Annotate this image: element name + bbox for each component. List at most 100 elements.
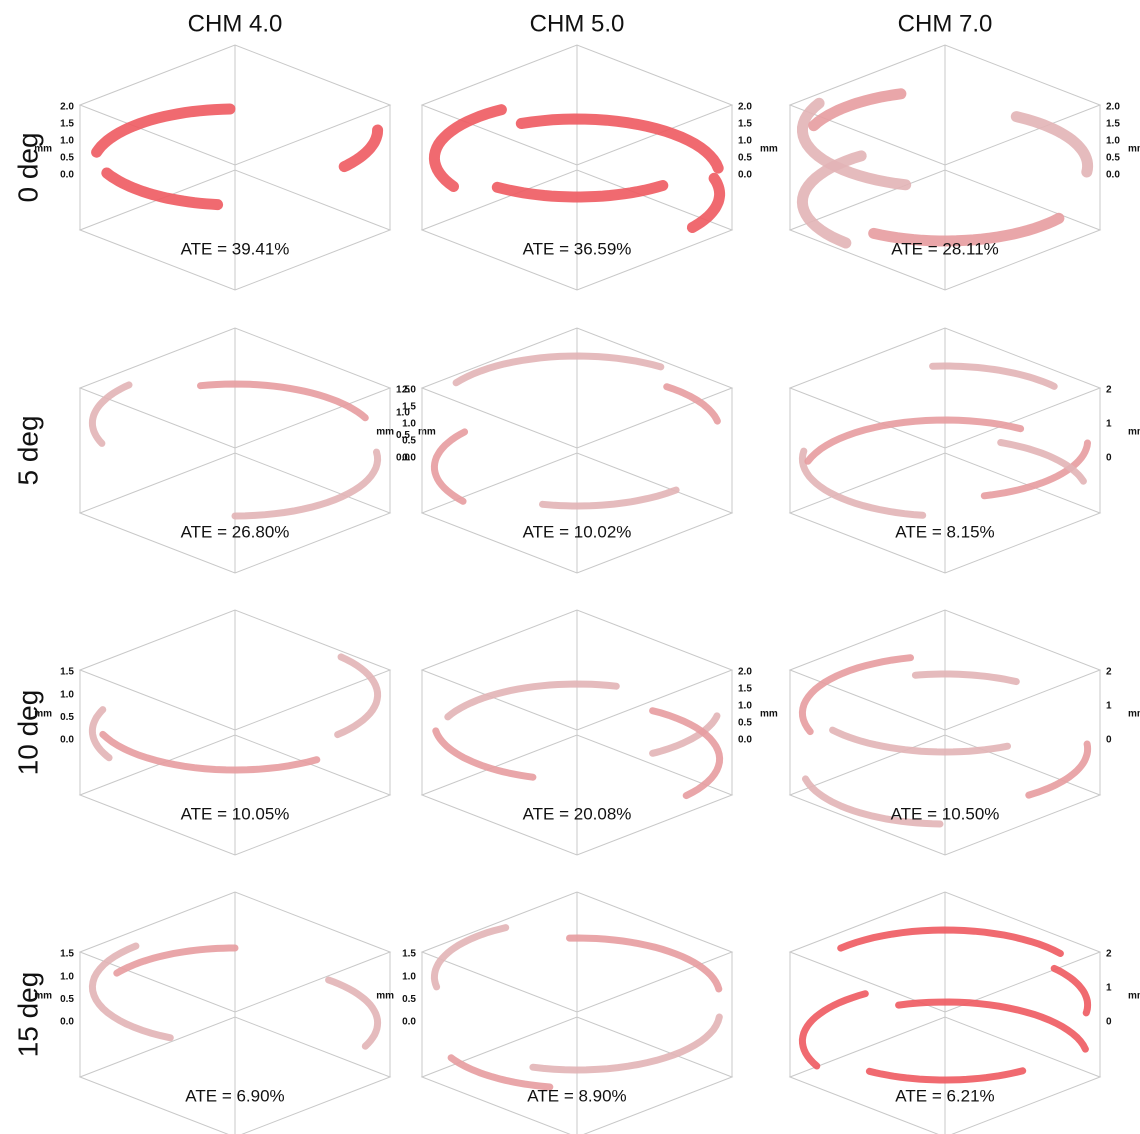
ate-label: ATE = 20.08% xyxy=(523,804,632,823)
z-tick-label: 2 xyxy=(1106,667,1112,678)
printed-band xyxy=(933,366,1055,386)
ate-label: ATE = 8.90% xyxy=(527,1086,626,1105)
z-tick-label: 0.0 xyxy=(60,1017,74,1028)
z-axis-unit: mm xyxy=(376,427,394,438)
printed-band xyxy=(92,385,129,444)
ate-label: ATE = 26.80% xyxy=(181,522,290,541)
ate-label: ATE = 6.90% xyxy=(185,1086,284,1105)
printed-band xyxy=(808,420,1021,461)
z-axis-unit: mm xyxy=(376,991,394,1002)
printed-band xyxy=(692,178,719,227)
printed-band xyxy=(497,186,663,198)
printed-band xyxy=(434,928,505,987)
z-tick-label: 0 xyxy=(1106,1017,1112,1028)
z-axis-unit: mm xyxy=(34,144,52,155)
z-tick-label: 2.0 xyxy=(738,102,752,113)
z-tick-label: 0.0 xyxy=(60,735,74,746)
ate-label: ATE = 10.05% xyxy=(181,804,290,823)
printed-band xyxy=(434,110,501,187)
z-tick-label: 0.5 xyxy=(1106,153,1120,164)
z-axis-unit: mm xyxy=(1128,427,1140,438)
printed-band xyxy=(103,734,317,770)
ate-label: ATE = 8.15% xyxy=(895,522,994,541)
z-tick-label: 1 xyxy=(1106,983,1112,994)
z-tick-label: 0.5 xyxy=(402,436,416,447)
printed-band xyxy=(1029,744,1088,795)
z-axis-unit: mm xyxy=(760,709,778,720)
z-tick-label: 0.0 xyxy=(738,170,752,181)
z-tick-label: 1.5 xyxy=(60,667,74,678)
z-tick-label: 1.5 xyxy=(402,949,416,960)
z-tick-label: 0.5 xyxy=(60,712,74,723)
printed-band xyxy=(814,94,901,126)
printed-band xyxy=(570,938,719,989)
row-header: 5 deg xyxy=(12,415,43,485)
printed-band xyxy=(97,109,230,152)
printed-band xyxy=(533,1017,719,1070)
printed-band xyxy=(1016,117,1087,172)
row-header: 15 deg xyxy=(12,972,43,1058)
ate-label: ATE = 10.02% xyxy=(523,522,632,541)
z-axis-unit: mm xyxy=(1128,709,1140,720)
column-header: CHM 4.0 xyxy=(188,10,283,37)
printed-band xyxy=(338,657,378,735)
z-axis-unit: mm xyxy=(34,709,52,720)
z-tick-label: 0.0 xyxy=(402,453,416,464)
z-tick-label: 1.5 xyxy=(60,949,74,960)
z-tick-label: 1.0 xyxy=(738,701,752,712)
z-axis-unit: mm xyxy=(34,991,52,1002)
z-tick-label: 1.0 xyxy=(60,136,74,147)
z-tick-label: 0.5 xyxy=(60,153,74,164)
z-tick-label: 0.0 xyxy=(738,735,752,746)
z-tick-label: 1.0 xyxy=(60,971,74,982)
printed-band xyxy=(1054,968,1087,1013)
ate-label: ATE = 39.41% xyxy=(181,239,290,258)
printed-band xyxy=(456,356,661,383)
printed-band xyxy=(1001,443,1084,482)
z-tick-label: 1.5 xyxy=(1106,119,1120,130)
printed-band xyxy=(451,1058,550,1087)
z-tick-label: 1.0 xyxy=(1106,136,1120,147)
z-tick-label: 0.0 xyxy=(402,1017,416,1028)
printed-band xyxy=(915,674,1016,682)
printed-band xyxy=(802,994,865,1066)
ate-label: ATE = 6.21% xyxy=(895,1086,994,1105)
printed-band xyxy=(833,730,1008,752)
printed-band xyxy=(344,130,377,167)
z-tick-label: 1.0 xyxy=(402,971,416,982)
z-tick-label: 1 xyxy=(1106,701,1112,712)
ate-label: ATE = 28.11% xyxy=(891,239,999,258)
z-tick-label: 0 xyxy=(1106,735,1112,746)
printed-band xyxy=(802,451,922,515)
column-header: CHM 5.0 xyxy=(530,10,625,37)
printed-band xyxy=(802,658,910,732)
z-tick-label: 2.0 xyxy=(60,102,74,113)
z-tick-label: 1.5 xyxy=(738,119,752,130)
z-axis-unit: mm xyxy=(1128,991,1140,1002)
z-tick-label: 1.5 xyxy=(402,402,416,413)
z-tick-label: 1.0 xyxy=(402,419,416,430)
z-tick-label: 0.5 xyxy=(60,994,74,1005)
z-tick-label: 0.0 xyxy=(1106,170,1120,181)
z-tick-label: 1.5 xyxy=(60,119,74,130)
ate-label: ATE = 36.59% xyxy=(523,239,632,258)
z-tick-label: 2 xyxy=(1106,949,1112,960)
z-tick-label: 2 xyxy=(1106,385,1112,396)
figure: CHM 4.0CHM 5.0CHM 7.00 deg2.01.51.00.50.… xyxy=(0,0,1140,1134)
z-tick-label: 0.0 xyxy=(60,170,74,181)
z-tick-label: 1.5 xyxy=(738,684,752,695)
z-tick-label: 0.5 xyxy=(738,718,752,729)
printed-band xyxy=(329,980,378,1046)
z-tick-label: 1.0 xyxy=(60,689,74,700)
printed-band xyxy=(436,731,533,777)
printed-band xyxy=(543,490,677,506)
z-tick-label: 2.0 xyxy=(402,385,416,396)
row-header: 10 deg xyxy=(12,690,43,776)
column-header: CHM 7.0 xyxy=(898,10,993,37)
printed-band xyxy=(874,218,1059,241)
printed-band xyxy=(899,1002,1086,1049)
z-axis-unit: mm xyxy=(1128,144,1140,155)
z-tick-label: 1 xyxy=(1106,419,1112,430)
printed-band xyxy=(434,432,464,501)
printed-band xyxy=(107,173,218,205)
